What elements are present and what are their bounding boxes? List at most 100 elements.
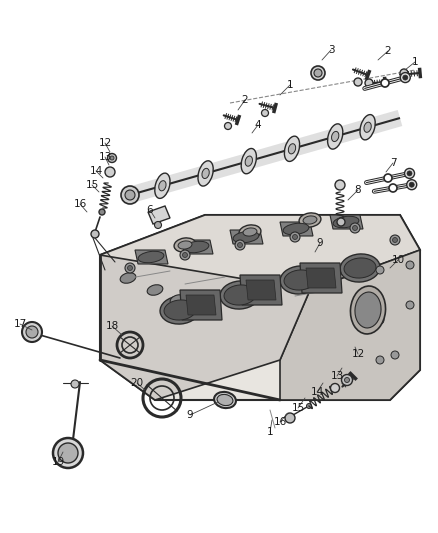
Circle shape — [285, 413, 295, 423]
Circle shape — [365, 79, 373, 87]
Polygon shape — [100, 215, 420, 290]
Circle shape — [376, 316, 384, 324]
Circle shape — [407, 171, 412, 176]
Text: 18: 18 — [106, 321, 119, 331]
Polygon shape — [180, 240, 213, 254]
Polygon shape — [180, 290, 222, 320]
Circle shape — [237, 243, 243, 247]
Ellipse shape — [183, 241, 209, 253]
Ellipse shape — [155, 173, 170, 198]
Circle shape — [354, 78, 362, 86]
Circle shape — [400, 69, 408, 77]
Circle shape — [261, 109, 268, 117]
Circle shape — [183, 253, 187, 257]
Text: 17: 17 — [14, 319, 27, 329]
Ellipse shape — [170, 295, 186, 305]
Circle shape — [110, 156, 114, 160]
Ellipse shape — [284, 136, 300, 161]
Text: 20: 20 — [131, 378, 144, 388]
Circle shape — [335, 180, 345, 190]
Ellipse shape — [288, 144, 296, 154]
Circle shape — [381, 79, 389, 87]
Circle shape — [353, 225, 357, 230]
Circle shape — [307, 403, 311, 408]
Text: 10: 10 — [392, 255, 405, 265]
Ellipse shape — [364, 122, 371, 132]
Circle shape — [235, 240, 245, 250]
Text: 1: 1 — [287, 80, 293, 90]
Polygon shape — [280, 250, 420, 400]
Ellipse shape — [299, 213, 321, 227]
Polygon shape — [100, 255, 310, 400]
Circle shape — [390, 235, 400, 245]
Text: 2: 2 — [242, 95, 248, 105]
Circle shape — [403, 75, 408, 80]
Ellipse shape — [328, 124, 343, 149]
Circle shape — [314, 69, 322, 77]
Polygon shape — [148, 206, 170, 224]
Ellipse shape — [224, 285, 256, 305]
Circle shape — [71, 380, 79, 388]
Text: 1: 1 — [267, 427, 273, 437]
Ellipse shape — [174, 238, 196, 252]
Polygon shape — [280, 222, 313, 236]
Ellipse shape — [333, 216, 359, 228]
Circle shape — [405, 168, 414, 179]
Circle shape — [180, 250, 190, 260]
Circle shape — [121, 186, 139, 204]
Text: 9: 9 — [317, 238, 323, 248]
Ellipse shape — [178, 241, 192, 249]
Text: 19: 19 — [51, 457, 65, 467]
Text: 3: 3 — [328, 45, 334, 55]
Text: 9: 9 — [187, 410, 193, 420]
Ellipse shape — [283, 223, 309, 235]
Circle shape — [107, 154, 117, 163]
Polygon shape — [230, 230, 263, 244]
Ellipse shape — [220, 281, 260, 309]
Circle shape — [406, 301, 414, 309]
Circle shape — [389, 184, 397, 192]
Text: 16: 16 — [74, 199, 87, 209]
Circle shape — [400, 72, 410, 83]
Circle shape — [293, 235, 297, 239]
Circle shape — [290, 232, 300, 242]
Text: 4: 4 — [254, 120, 261, 130]
Ellipse shape — [138, 251, 164, 263]
Circle shape — [345, 377, 350, 383]
Ellipse shape — [202, 168, 209, 179]
Circle shape — [58, 443, 78, 463]
Circle shape — [337, 218, 345, 226]
Text: 6: 6 — [147, 205, 153, 215]
Ellipse shape — [239, 225, 261, 239]
Circle shape — [127, 265, 133, 271]
Ellipse shape — [159, 181, 166, 191]
Text: 7: 7 — [390, 158, 396, 168]
Circle shape — [406, 261, 414, 269]
Polygon shape — [300, 263, 342, 293]
Text: 14: 14 — [311, 387, 324, 397]
Ellipse shape — [350, 286, 385, 334]
Polygon shape — [135, 250, 168, 264]
Circle shape — [376, 266, 384, 274]
Text: 12: 12 — [351, 349, 364, 359]
Text: 13: 13 — [330, 371, 344, 381]
Ellipse shape — [355, 292, 381, 328]
Circle shape — [311, 66, 325, 80]
Polygon shape — [100, 215, 420, 400]
Ellipse shape — [214, 392, 236, 408]
Text: 16: 16 — [273, 417, 286, 427]
Ellipse shape — [284, 270, 316, 290]
Text: 15: 15 — [85, 180, 99, 190]
Circle shape — [384, 174, 392, 182]
Polygon shape — [246, 280, 276, 300]
Text: 2: 2 — [385, 46, 391, 56]
Ellipse shape — [198, 161, 213, 186]
Ellipse shape — [241, 149, 256, 174]
Circle shape — [376, 356, 384, 364]
Ellipse shape — [147, 285, 163, 295]
Ellipse shape — [303, 216, 317, 224]
Ellipse shape — [332, 132, 339, 142]
Ellipse shape — [280, 266, 320, 294]
Circle shape — [26, 326, 38, 338]
Circle shape — [407, 180, 417, 190]
